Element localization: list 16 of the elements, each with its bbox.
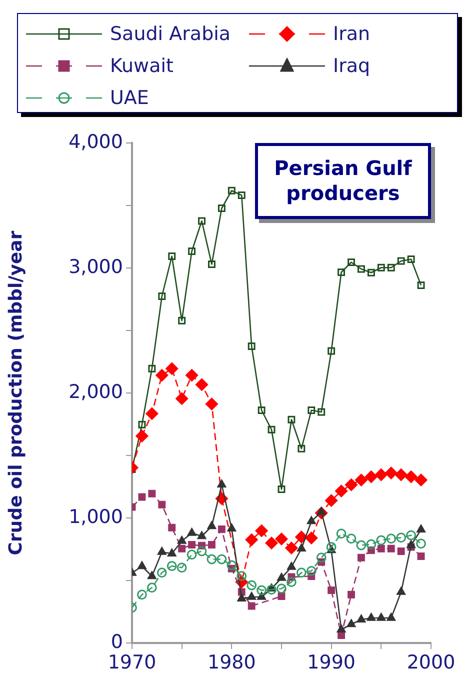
x-tick-label: 1970 — [108, 651, 156, 674]
y-tick-label: 2,000 — [68, 380, 123, 403]
x-tick-label: 1990 — [307, 651, 356, 674]
legend-label: Saudi Arabia — [110, 23, 231, 45]
annotation: Persian Gulf producers — [255, 143, 431, 219]
y-tick-label: 1,000 — [68, 506, 123, 528]
x-tick-label: 2000 — [406, 651, 456, 674]
y-tick-label: 4,000 — [68, 130, 123, 153]
y-tick-label: 3,000 — [68, 256, 123, 278]
x-tick-label: 1980 — [207, 651, 256, 674]
legend-label: Iraq — [333, 55, 370, 77]
y-tick-label: 0 — [110, 630, 123, 653]
y-axis-title: Crude oil production (mbbl/year — [5, 230, 26, 556]
legend-label: Iran — [333, 23, 370, 45]
legend-label: UAE — [110, 87, 149, 109]
legend-label: Kuwait — [110, 55, 174, 77]
